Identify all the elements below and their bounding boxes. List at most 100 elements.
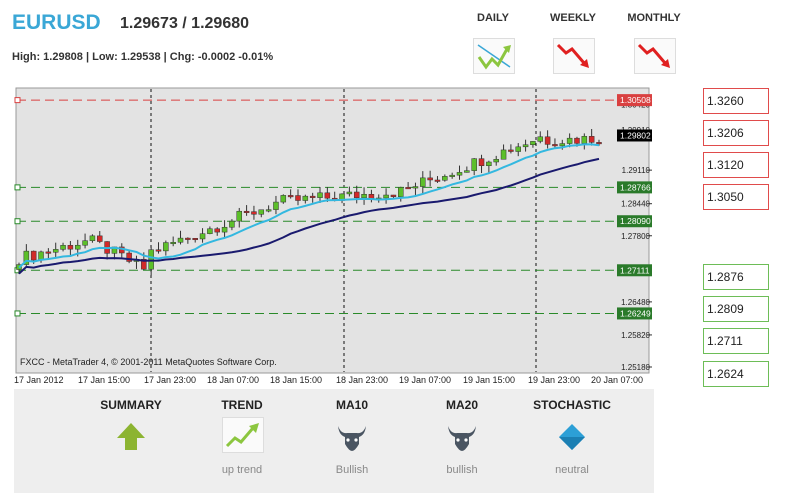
- timeframe-monthly-label: MONTHLY: [627, 12, 681, 24]
- candle-body: [170, 242, 176, 245]
- candle-body: [398, 187, 404, 197]
- resistance-level-box: 1.3260: [703, 88, 769, 114]
- resistance-level-box: 1.3120: [703, 152, 769, 178]
- candle-body: [192, 238, 198, 241]
- candle-body: [464, 170, 470, 173]
- support-level-box: 1.2809: [703, 296, 769, 322]
- level-price-tag: [617, 215, 652, 228]
- candle-body: [97, 235, 103, 242]
- candle-body: [522, 144, 529, 148]
- candle-body: [449, 174, 455, 177]
- candle-body: [412, 186, 419, 189]
- indicator-trend-title: TREND: [221, 398, 263, 412]
- indicator-panel: SUMMARY TREND MA10 MA20 STOCHASTIC: [14, 389, 654, 493]
- candle-body: [280, 195, 287, 203]
- symbol-title: EURUSD: [12, 11, 101, 34]
- level-marker: [14, 184, 21, 191]
- candle-body: [500, 149, 507, 160]
- candle-body: [309, 195, 316, 198]
- arrow-up-icon: [114, 420, 148, 454]
- candle-body: [596, 142, 602, 145]
- candle-body: [251, 211, 257, 215]
- candle-body: [544, 136, 551, 145]
- x-tick-label: 17 Jan 15:00: [78, 375, 131, 385]
- candle-body: [427, 177, 433, 181]
- price-chart[interactable]: 1.304201.299101.291101.284401.278001.264…: [14, 86, 652, 376]
- candle-body: [361, 194, 367, 199]
- indicator-stochastic-value: neutral: [555, 464, 589, 476]
- candle-body: [471, 158, 477, 171]
- y-tick-label: 1.25180: [621, 363, 650, 372]
- candle-body: [60, 245, 66, 250]
- candle-body: [566, 137, 573, 144]
- daily-trend-icon[interactable]: [473, 38, 515, 74]
- candle-body: [434, 179, 441, 182]
- ma-slow-line: [18, 157, 600, 275]
- bid-ask-quote: 1.29673 / 1.29680: [120, 15, 250, 32]
- level-price-tag: [617, 94, 652, 107]
- candle-body: [324, 192, 331, 199]
- candle-body: [574, 137, 580, 144]
- candle-body: [552, 144, 558, 147]
- candle-body: [221, 226, 228, 233]
- support-level-box: 1.2711: [703, 328, 769, 354]
- trend-up-icon: [222, 417, 264, 453]
- indicator-ma10-value: Bullish: [335, 464, 369, 476]
- candle-body: [126, 252, 132, 262]
- candle-body: [45, 251, 52, 254]
- candle-body: [420, 177, 426, 187]
- candle-body: [383, 194, 389, 199]
- y-tick-label: 1.26480: [621, 298, 650, 307]
- candle-body: [302, 195, 309, 201]
- x-tick-label: 17 Jan 2012: [14, 375, 64, 385]
- candle-body: [67, 245, 74, 250]
- candle-body: [559, 143, 566, 147]
- candle-body: [530, 141, 536, 145]
- candle-body: [390, 194, 397, 197]
- ma-fast-line: [18, 143, 600, 269]
- candle-body: [30, 250, 37, 261]
- candle-body: [141, 258, 147, 270]
- level-price-tag: [617, 264, 652, 277]
- candle-body: [148, 249, 154, 270]
- level-price-tag: [617, 129, 652, 142]
- indicator-trend-value: up trend: [221, 464, 263, 476]
- candle-body: [456, 172, 463, 176]
- indicator-ma20-value: bullish: [446, 464, 478, 476]
- candle-body: [493, 159, 499, 163]
- candle-body: [317, 192, 323, 198]
- x-tick-label: 19 Jan 07:00: [399, 375, 452, 385]
- candle-body: [207, 228, 213, 234]
- indicator-ma20-title: MA20: [445, 398, 478, 412]
- candle-body: [163, 242, 169, 252]
- level-marker: [14, 310, 21, 317]
- candle-body: [185, 237, 191, 240]
- weekly-trend-icon[interactable]: [553, 38, 595, 74]
- resistance-level-box: 1.3050: [703, 184, 769, 210]
- candle-body: [23, 250, 30, 265]
- candle-body: [89, 235, 96, 241]
- candle-body: [368, 194, 375, 199]
- level-price-label: 1.26249: [620, 308, 651, 318]
- candle-body: [243, 210, 250, 213]
- diamond-icon: [555, 420, 589, 454]
- support-level-box: 1.2876: [703, 264, 769, 290]
- candle-body: [537, 136, 544, 142]
- x-axis: 17 Jan 2012 17 Jan 15:00 17 Jan 23:00 18 Ja…: [14, 374, 654, 388]
- level-price-label: 1.29802: [620, 130, 651, 140]
- x-tick-label: 18 Jan 07:00: [207, 375, 260, 385]
- candle-body: [346, 191, 353, 195]
- candle-body: [236, 210, 243, 222]
- candle-body: [273, 201, 279, 210]
- indicator-stochastic-title: STOCHASTIC: [533, 398, 611, 412]
- level-marker: [14, 218, 21, 225]
- candle-body: [508, 149, 514, 152]
- candle-body: [74, 244, 81, 250]
- monthly-trend-icon[interactable]: [634, 38, 676, 74]
- support-level-box: 1.2624: [703, 361, 769, 387]
- chart-watermark: FXCC - MetaTrader 4, © 2001-2011 MetaQuo…: [20, 357, 277, 367]
- candle-body: [229, 220, 235, 228]
- candle-body: [486, 161, 492, 166]
- candle-body: [353, 191, 360, 199]
- y-tick-label: 1.29110: [622, 166, 651, 175]
